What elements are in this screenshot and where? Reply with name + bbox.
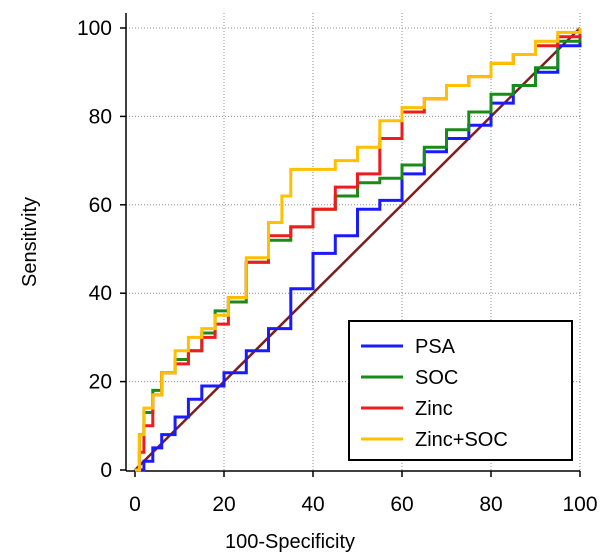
x-tick-label: 100 <box>562 493 597 516</box>
x-tick-label: 20 <box>212 493 235 516</box>
y-axis-title: Sensitivity <box>19 197 41 287</box>
legend-label-zinc: Zinc <box>415 398 453 420</box>
y-tick-label: 60 <box>89 194 112 217</box>
x-axis-title: 100-Specificity <box>225 531 355 553</box>
x-tick-label: 0 <box>129 493 141 516</box>
x-tick-label: 40 <box>301 493 324 516</box>
axes: 0 20 40 60 80 100 0 20 40 60 80 100 <box>77 13 598 516</box>
y-tick-label: 100 <box>77 17 112 40</box>
y-tick-label: 80 <box>89 105 112 128</box>
y-tick-label: 40 <box>89 282 112 305</box>
y-tick-label: 0 <box>100 459 112 482</box>
series-line-zinc-soc <box>135 28 582 472</box>
series-line-psa <box>135 28 582 472</box>
x-tick-label: 60 <box>390 493 413 516</box>
legend-label-zinc-soc: Zinc+SOC <box>415 429 508 451</box>
legend-label-psa: PSA <box>415 336 456 358</box>
y-tick-label: 20 <box>89 371 112 394</box>
legend-label-soc: SOC <box>415 367 458 389</box>
legend-box <box>348 320 573 461</box>
legend: PSA SOC Zinc Zinc+SOC <box>348 320 573 461</box>
series-layer <box>134 27 582 472</box>
x-tick-label: 80 <box>479 493 502 516</box>
